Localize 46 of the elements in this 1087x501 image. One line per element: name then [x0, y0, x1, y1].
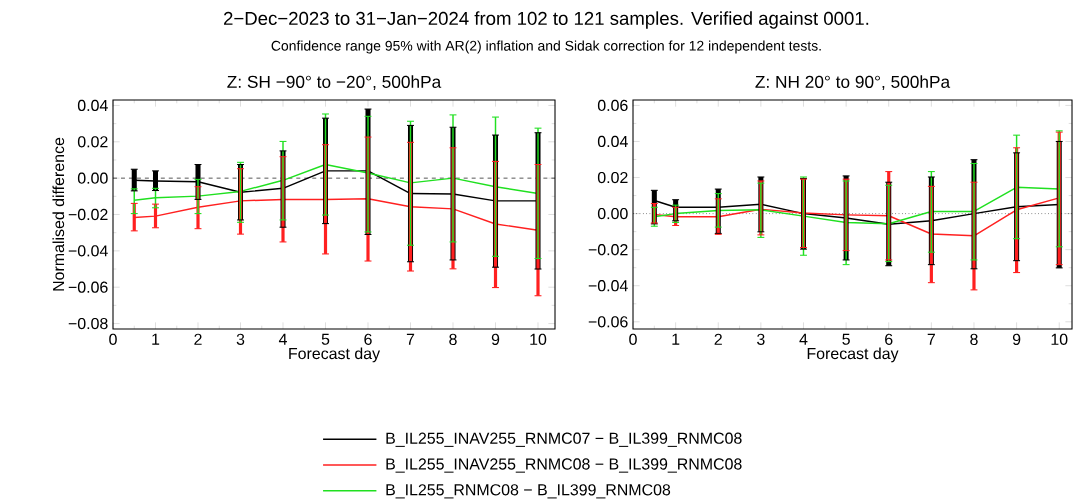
y-tick-label: −0.02 [68, 208, 108, 221]
y-tick-label: −0.06 [68, 281, 108, 293]
legend-label: B_IL255_RNMC08 − B_IL399_RNMC08 [386, 484, 671, 499]
y-tick-label: −0.06 [588, 316, 628, 328]
x-tick-label: 7 [406, 333, 415, 345]
x-tick-label: 7 [927, 333, 935, 345]
x-tick-label: 10 [1051, 333, 1068, 345]
x-tick-label: 1 [152, 333, 160, 345]
x-tick-label: 5 [842, 333, 850, 345]
x-axis-title: Forecast day [807, 347, 899, 363]
y-tick-label: 0.06 [597, 99, 628, 112]
x-tick-label: 6 [885, 333, 893, 345]
y-tick-label: 0.00 [597, 207, 628, 220]
y-tick-label: −0.04 [68, 245, 108, 257]
x-tick-label: 2 [714, 333, 722, 345]
y-axis-title: Normalised difference [52, 137, 65, 291]
x-tick-label: 0 [629, 333, 637, 345]
x-tick-label: 9 [1012, 333, 1021, 345]
text: 2−Dec−2023 to 31−Jan−2024 from 102 to 121 samples. Verified against 0001. [224, 11, 869, 29]
chart-title: Z: SH −90° to −20°, 500hPa [227, 75, 442, 90]
y-tick-label: 0.02 [597, 171, 628, 184]
x-tick-label: 8 [970, 333, 978, 345]
y-tick-label: 0.02 [77, 136, 108, 148]
y-tick-label: 0.04 [77, 99, 108, 112]
x-tick-label: 6 [364, 333, 372, 345]
chart-title: Z: NH 20° to 90°, 500hPa [755, 75, 951, 90]
y-tick-label: −0.02 [588, 244, 628, 256]
y-tick-label: 0.04 [597, 135, 628, 148]
x-tick-label: 5 [321, 333, 330, 345]
y-tick-label: −0.08 [68, 317, 108, 330]
x-tick-label: 4 [278, 333, 287, 345]
x-tick-label: 10 [530, 333, 547, 345]
x-tick-label: 1 [672, 333, 680, 345]
x-axis-title: Forecast day [289, 347, 381, 363]
x-tick-label: 2 [194, 333, 202, 345]
x-tick-label: 0 [109, 333, 117, 345]
text: Confidence range 95% with AR(2) inflation and Sidak correction for 12 independent tests. [271, 40, 821, 54]
y-tick-label: −0.04 [588, 280, 628, 292]
x-tick-label: 3 [757, 333, 765, 345]
legend-label: B_IL255_INAV255_RNMC08 − B_IL399_RNMC08 [386, 458, 742, 473]
legend-label: B_IL255_INAV255_RNMC07 − B_IL399_RNMC08 [386, 432, 742, 447]
y-tick-label: 0.00 [77, 172, 108, 184]
x-tick-label: 8 [449, 333, 457, 345]
x-tick-label: 3 [236, 333, 245, 345]
x-tick-label: 4 [799, 333, 808, 345]
x-tick-label: 9 [491, 333, 500, 345]
